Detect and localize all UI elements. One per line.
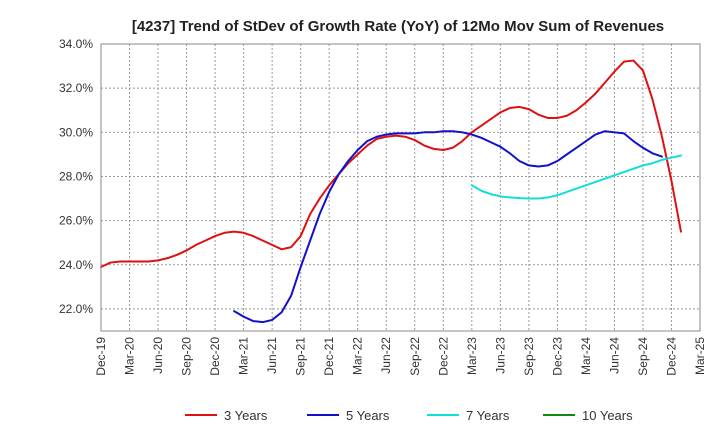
series-lines <box>100 59 682 324</box>
x-tick-label: Dec-19 <box>94 337 108 376</box>
x-tick-label: Mar-20 <box>123 337 137 375</box>
x-tick-label: Dec-20 <box>208 337 222 376</box>
x-tick-label: Sep-21 <box>294 337 308 376</box>
x-tick-label: Dec-21 <box>322 337 336 376</box>
x-axis-tick-labels: Dec-19 Mar-20 Jun-20 Sep-20 Dec-20 Mar-21 Jun-… <box>94 337 707 376</box>
legend-label: 5 Years <box>346 408 390 423</box>
x-tick-label: Dec-24 <box>664 337 678 376</box>
y-axis-tick-labels: 22.0% 24.0% 26.0% 28.0% 30.0% 32.0% 34.0% <box>59 37 93 316</box>
x-tick-label: Sep-22 <box>408 337 422 376</box>
x-tick-label: Sep-20 <box>180 337 194 376</box>
y-tick-label: 32.0% <box>59 81 93 95</box>
y-tick-label: 34.0% <box>59 37 93 51</box>
chart-title: [4237] Trend of StDev of Growth Rate (Yo… <box>132 18 664 35</box>
x-tick-label: Jun-21 <box>265 337 279 374</box>
y-tick-label: 28.0% <box>59 169 93 183</box>
y-tick-label: 22.0% <box>59 302 93 316</box>
y-tick-label: 26.0% <box>59 214 93 228</box>
plot-area <box>101 44 700 331</box>
x-tick-label: Jun-23 <box>493 337 507 374</box>
x-tick-label: Dec-23 <box>550 337 564 376</box>
x-tick-label: Jun-22 <box>379 337 393 374</box>
x-tick-label: Mar-23 <box>465 337 479 375</box>
series-line-3-years <box>100 59 682 268</box>
legend-label: 10 Years <box>582 408 633 423</box>
plot-frame <box>100 43 701 332</box>
x-tick-label: Mar-22 <box>351 337 365 375</box>
series-line-5-years <box>233 130 663 324</box>
x-tick-label: Sep-23 <box>522 337 536 376</box>
legend: 3 Years 5 Years 7 Years 10 Years <box>185 408 633 423</box>
x-tick-label: Sep-24 <box>636 337 650 376</box>
x-tick-label: Jun-20 <box>151 337 165 374</box>
x-tick-label: Mar-21 <box>237 337 251 375</box>
y-tick-label: 30.0% <box>59 125 93 139</box>
legend-label: 7 Years <box>466 408 510 423</box>
series-line-7-years <box>470 154 682 200</box>
x-tick-label: Dec-22 <box>436 337 450 376</box>
legend-label: 3 Years <box>224 408 268 423</box>
x-tick-label: Jun-24 <box>607 337 621 374</box>
x-tick-label: Mar-25 <box>693 337 707 375</box>
y-tick-label: 24.0% <box>59 258 93 272</box>
x-tick-label: Mar-24 <box>579 337 593 375</box>
